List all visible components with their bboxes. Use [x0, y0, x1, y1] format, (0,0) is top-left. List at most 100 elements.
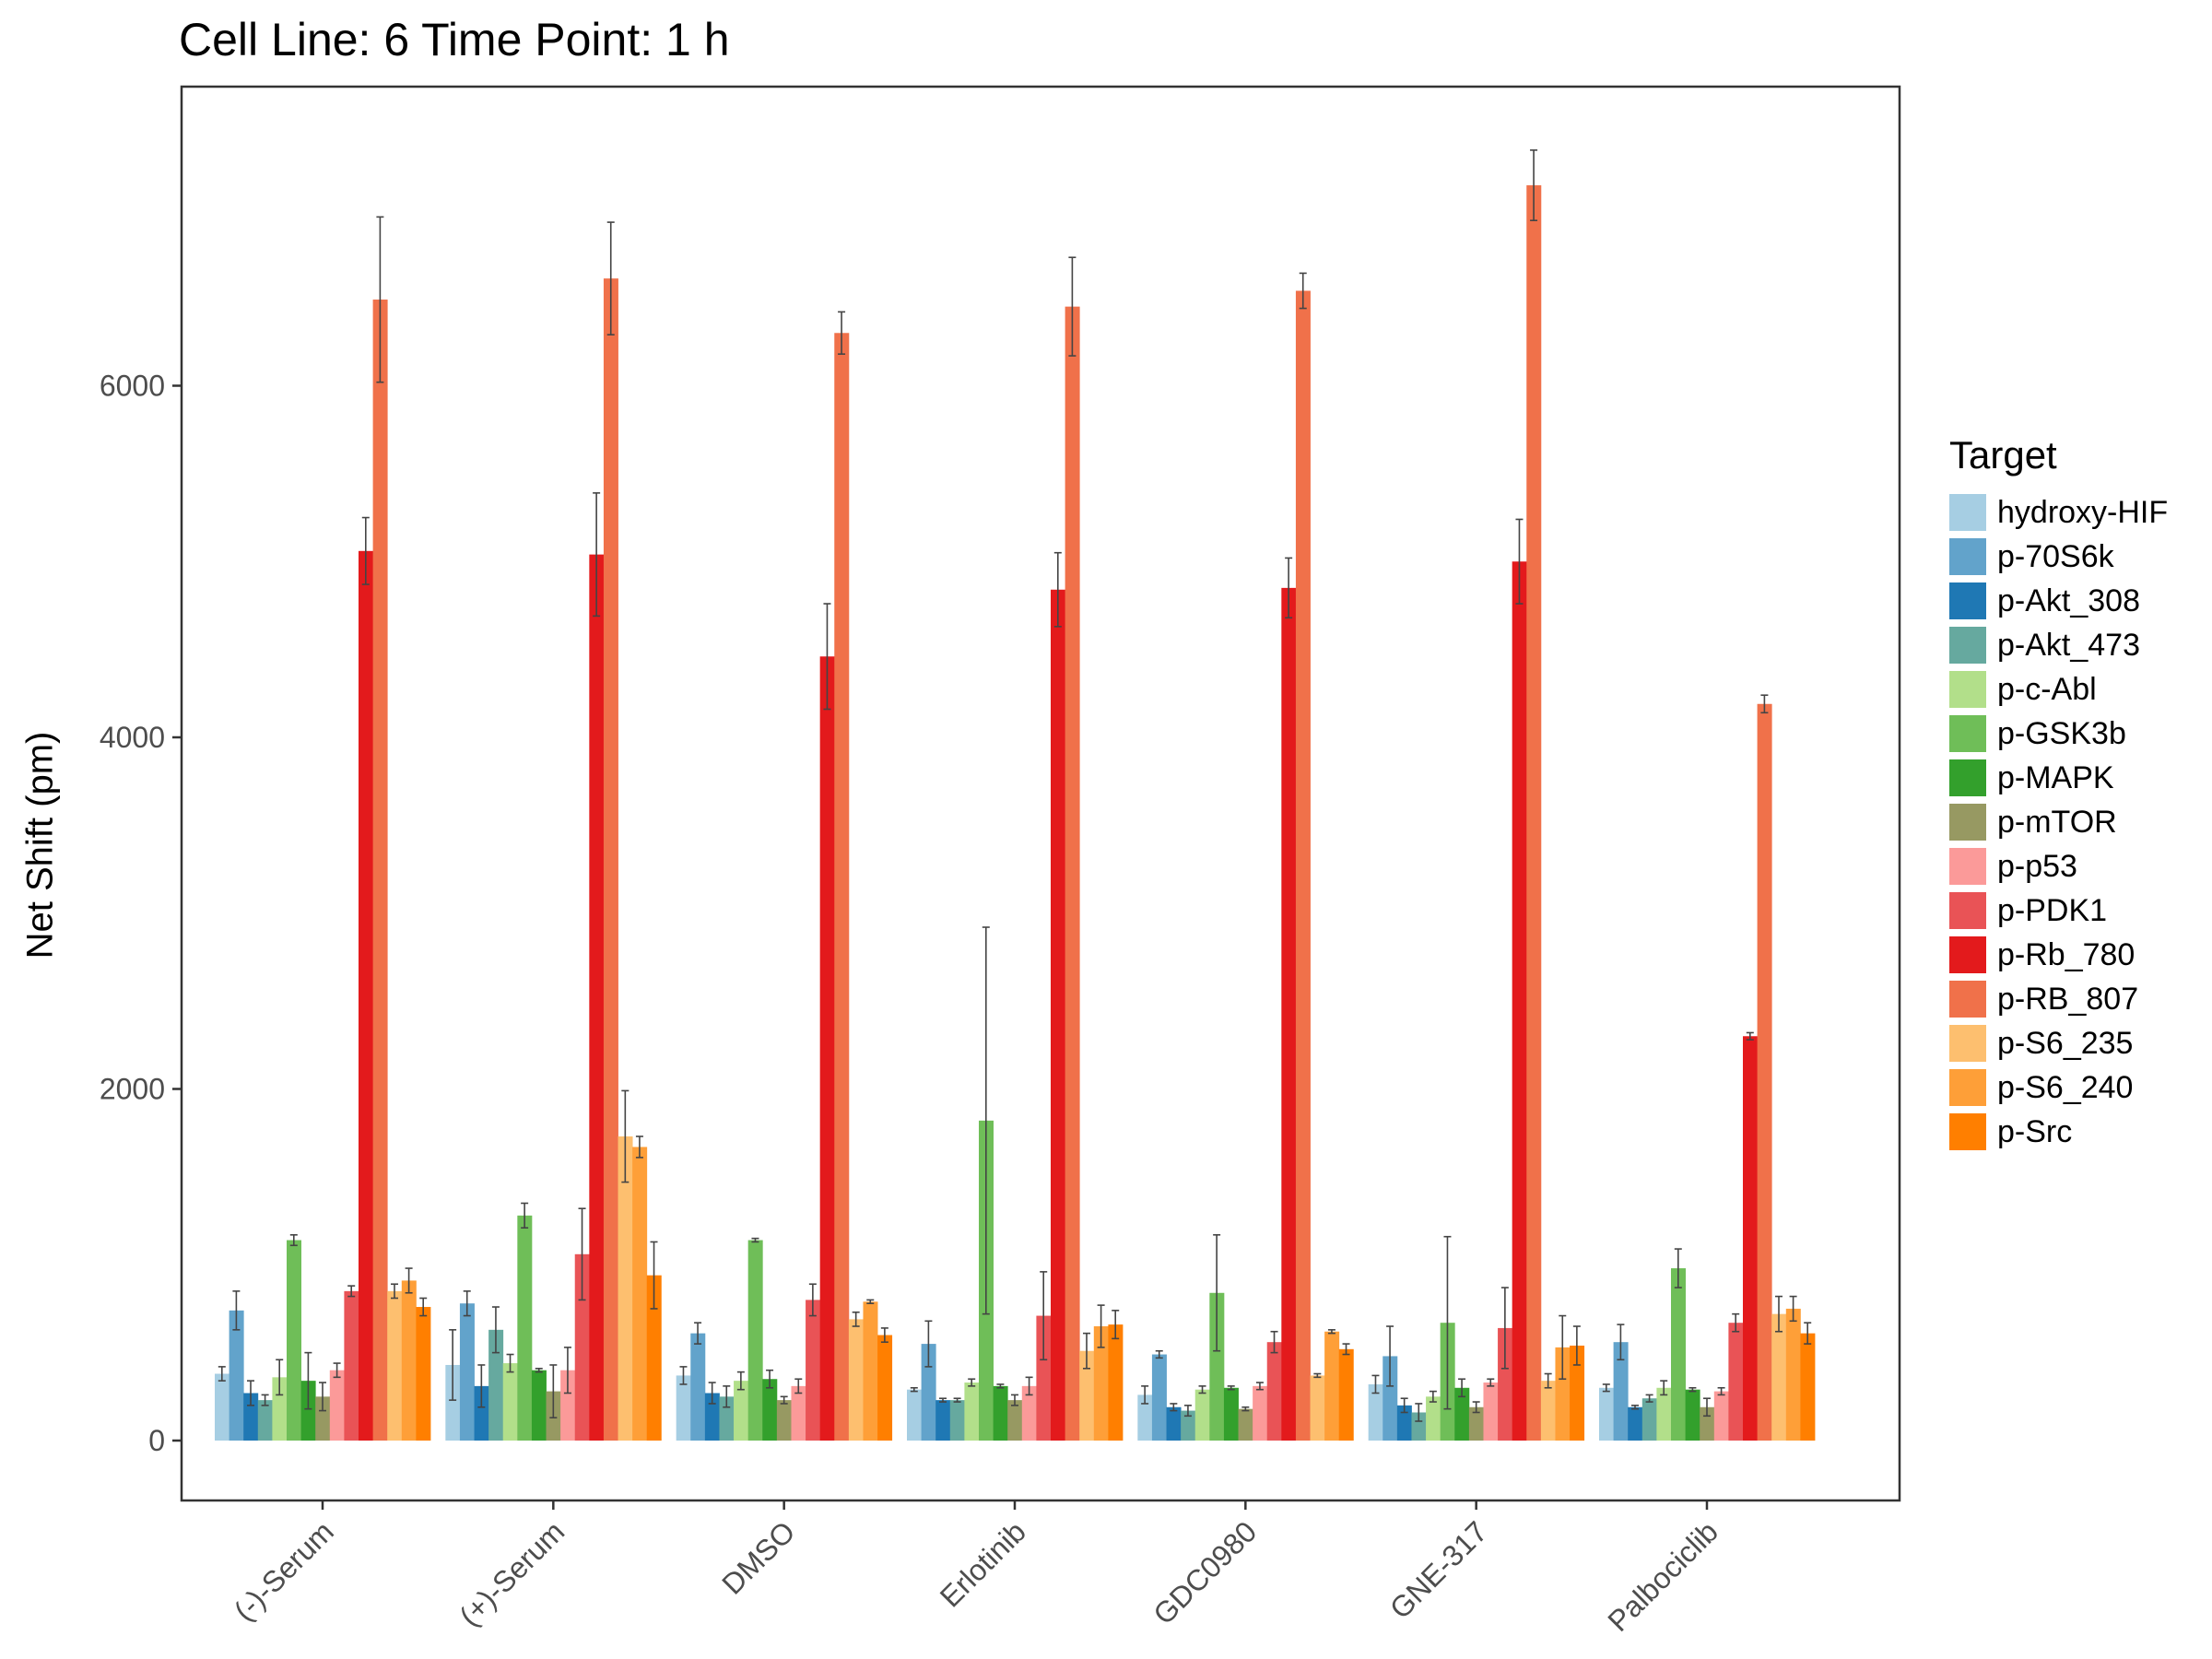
- bar: [646, 1275, 662, 1441]
- legend-item: p-mTOR: [1949, 800, 2168, 844]
- legend-item: p-GSK3b: [1949, 712, 2168, 756]
- legend-label: p-PDK1: [1997, 892, 2108, 928]
- bar: [1570, 1345, 1585, 1441]
- bar: [272, 1377, 288, 1441]
- bar: [1007, 1400, 1023, 1441]
- bar: [1223, 1387, 1239, 1441]
- bar: [474, 1385, 489, 1441]
- bar: [1338, 1348, 1354, 1441]
- legend-item: p-Rb_780: [1949, 933, 2168, 977]
- legend-swatch: [1949, 759, 1986, 796]
- bar: [690, 1333, 706, 1441]
- bar: [1426, 1396, 1441, 1441]
- legend-swatch: [1949, 1113, 1986, 1150]
- bar: [1108, 1324, 1124, 1441]
- y-tick-label: 0: [148, 1424, 165, 1457]
- bar: [459, 1303, 475, 1441]
- bar: [445, 1364, 461, 1441]
- bar: [1454, 1387, 1470, 1441]
- legend-label: p-GSK3b: [1997, 715, 2126, 751]
- bar: [1713, 1391, 1729, 1441]
- legend-swatch: [1949, 627, 1986, 664]
- bar: [1093, 1326, 1109, 1441]
- bar: [1051, 589, 1065, 1441]
- bar: [632, 1147, 648, 1441]
- bar: [676, 1375, 691, 1441]
- bar: [416, 1307, 431, 1441]
- bar: [517, 1215, 533, 1441]
- bar: [1166, 1406, 1182, 1441]
- legend-swatch: [1949, 715, 1986, 752]
- bar: [300, 1381, 316, 1441]
- x-tick-label: (+)-Serum: [453, 1514, 571, 1632]
- legend: Target hydroxy-HIF p-70S6k p-Akt_308 p-Akt_…: [1949, 433, 2168, 1154]
- legend-label: p-S6_240: [1997, 1069, 2134, 1105]
- legend-item: p-p53: [1949, 844, 2168, 888]
- x-tick-label: DMSO: [715, 1514, 801, 1600]
- legend-swatch: [1949, 804, 1986, 841]
- legend-swatch: [1949, 671, 1986, 708]
- legend-swatch: [1949, 892, 1986, 929]
- bar: [1181, 1410, 1196, 1441]
- legend-label: hydroxy-HIF: [1997, 494, 2169, 530]
- bar: [1641, 1398, 1657, 1441]
- legend-title: Target: [1949, 433, 2057, 477]
- bar: [806, 1300, 821, 1441]
- bar: [560, 1370, 576, 1441]
- bar: [1324, 1331, 1340, 1441]
- bar: [1771, 1313, 1787, 1441]
- bar: [1194, 1389, 1210, 1441]
- legend-item: p-RB_807: [1949, 977, 2168, 1021]
- legend-item: hydroxy-HIF: [1949, 490, 2168, 535]
- legend-swatch: [1949, 538, 1986, 575]
- y-tick-label: 2000: [100, 1073, 165, 1106]
- x-tick-label: GDC0980: [1147, 1514, 1263, 1630]
- bar: [1382, 1356, 1398, 1441]
- bar: [1757, 703, 1772, 1441]
- legend-label: p-mTOR: [1997, 804, 2117, 840]
- bar: [488, 1329, 504, 1441]
- legend-label: p-Akt_308: [1997, 582, 2140, 618]
- bar: [1266, 1342, 1282, 1441]
- bar: [1743, 1036, 1758, 1441]
- bar: [1671, 1268, 1686, 1441]
- bar: [372, 300, 388, 1441]
- bar: [1800, 1333, 1816, 1441]
- legend-item: p-70S6k: [1949, 535, 2168, 579]
- legend-swatch: [1949, 1069, 1986, 1106]
- legend-item: p-c-Abl: [1949, 667, 2168, 712]
- bar: [1512, 561, 1527, 1441]
- bar: [531, 1370, 547, 1441]
- legend-label: p-Akt_473: [1997, 627, 2140, 663]
- legend-swatch: [1949, 848, 1986, 885]
- legend-item: p-Akt_473: [1949, 623, 2168, 667]
- bar: [907, 1389, 922, 1441]
- bar: [791, 1385, 806, 1441]
- legend-item: p-Akt_308: [1949, 579, 2168, 623]
- bar: [848, 1319, 864, 1441]
- bar: [401, 1280, 417, 1441]
- bar: [315, 1396, 331, 1441]
- legend-label: p-MAPK: [1997, 759, 2114, 795]
- bar: [993, 1385, 1008, 1441]
- legend-swatch: [1949, 936, 1986, 973]
- x-tick-label: GNE-317: [1383, 1514, 1494, 1625]
- bar: [1728, 1323, 1744, 1441]
- legend-swatch: [1949, 1025, 1986, 1062]
- bar: [1295, 290, 1311, 1441]
- legend-swatch: [1949, 582, 1986, 619]
- legend-item: p-S6_240: [1949, 1065, 2168, 1110]
- bar: [229, 1310, 244, 1441]
- x-tick-label: Palbociclib: [1601, 1514, 1724, 1638]
- bar: [1209, 1292, 1225, 1441]
- bar: [1526, 185, 1542, 1441]
- legend-item: p-S6_235: [1949, 1021, 2168, 1065]
- bar: [1628, 1406, 1643, 1441]
- bar: [704, 1393, 720, 1441]
- plot-panel: [180, 85, 1901, 1502]
- bar: [502, 1363, 518, 1441]
- bar: [1411, 1412, 1427, 1441]
- bar: [1137, 1394, 1153, 1441]
- bar: [1238, 1408, 1253, 1441]
- bar: [1785, 1308, 1801, 1441]
